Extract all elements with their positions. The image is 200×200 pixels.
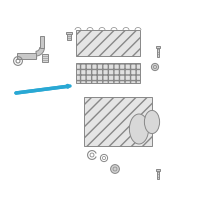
Bar [76, 63, 140, 83]
Bar [42, 54, 48, 62]
Polygon shape [36, 48, 44, 56]
Ellipse shape [144, 110, 160, 134]
Bar [157, 169, 159, 179]
Polygon shape [18, 54, 36, 58]
Bar [66, 32, 72, 34]
Bar [84, 97, 152, 146]
Bar [17, 53, 36, 59]
Bar [67, 32, 71, 40]
Bar [156, 46, 160, 48]
Bar [40, 36, 44, 48]
Ellipse shape [129, 114, 149, 144]
Bar [157, 46, 159, 57]
Circle shape [111, 165, 119, 173]
Bar [156, 169, 160, 171]
Bar [76, 30, 140, 56]
Circle shape [151, 63, 159, 71]
